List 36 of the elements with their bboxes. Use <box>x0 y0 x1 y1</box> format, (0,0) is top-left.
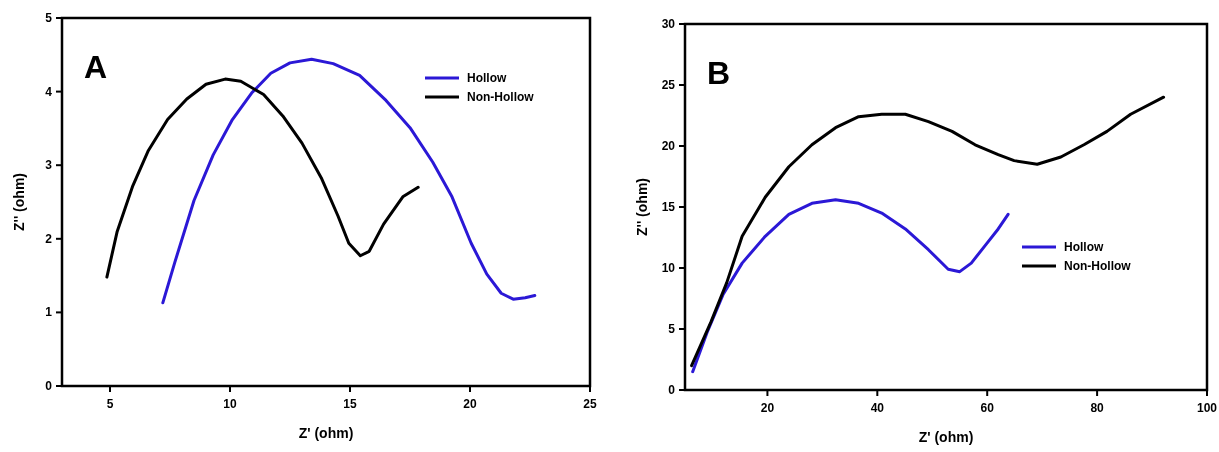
line-series <box>690 95 1166 368</box>
text: B <box>707 55 731 91</box>
x-tick-label: 80 <box>1090 401 1105 415</box>
line-series <box>105 77 420 279</box>
y-tick-label: 25 <box>661 78 676 92</box>
y-tick-label: 0 <box>45 379 53 393</box>
text: A <box>84 49 108 85</box>
x-axis-title: Z' (ohm) <box>298 425 354 441</box>
legend-label: Hollow <box>467 71 507 85</box>
x-tick-label: 60 <box>980 401 995 415</box>
y-tick-label: 4 <box>45 84 53 99</box>
y-tick-label: 10 <box>661 261 676 275</box>
x-tick-label: 25 <box>583 397 597 411</box>
y-tick-label: 2 <box>45 231 53 246</box>
y-tick-label: 3 <box>45 158 53 173</box>
legend-label: Non-Hollow <box>467 90 535 104</box>
legend-label: Non-Hollow <box>1064 259 1132 273</box>
y-tick-label: 5 <box>668 322 676 336</box>
y-tick-label: 1 <box>45 305 53 320</box>
legend-label: Hollow <box>1064 240 1104 254</box>
line-series <box>161 57 537 305</box>
x-tick-label: 10 <box>223 397 237 411</box>
x-tick-label: 20 <box>463 397 477 411</box>
y-tick-label: 0 <box>668 383 676 397</box>
x-tick-label: 40 <box>870 401 885 415</box>
x-tick-label: 100 <box>1196 401 1218 415</box>
y-tick-label: 5 <box>45 11 53 25</box>
x-tick-label: 15 <box>343 397 357 411</box>
x-tick-label: 5 <box>106 397 114 411</box>
y-tick-label: 20 <box>661 139 676 153</box>
y-tick-label: 15 <box>661 200 676 214</box>
y-axis-title: Z'' (ohm) <box>634 178 650 236</box>
y-tick-label: 30 <box>661 17 676 31</box>
x-tick-label: 20 <box>760 401 775 415</box>
x-axis-title: Z' (ohm) <box>918 429 974 445</box>
y-axis-title: Z'' (ohm) <box>11 173 27 231</box>
